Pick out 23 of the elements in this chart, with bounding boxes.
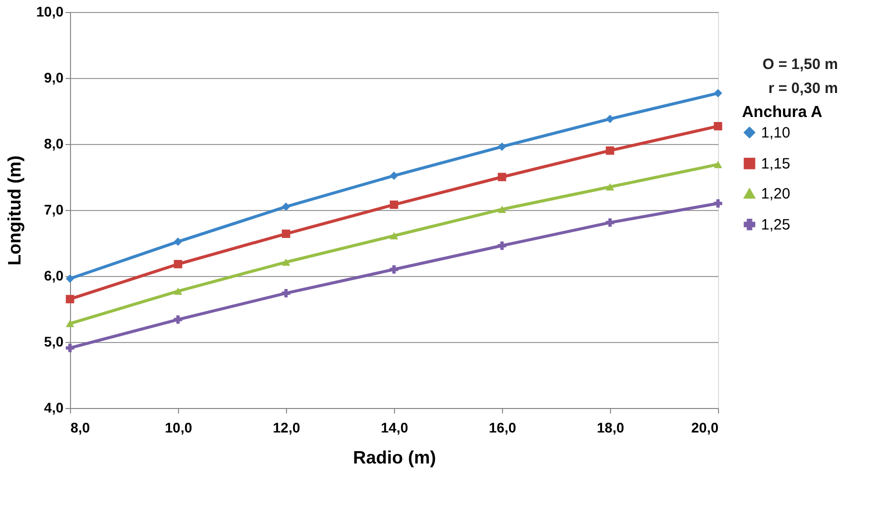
x-tick-label: 10,0: [164, 420, 192, 436]
legend-label: 1,15: [761, 156, 790, 172]
y-tick-label: 10,0: [36, 4, 64, 20]
x-tick-label: 16,0: [488, 420, 516, 436]
x-tick-label: 12,0: [272, 420, 300, 436]
x-tick-label: 8,0: [70, 420, 90, 436]
x-axis-title: Radio (m): [353, 448, 436, 468]
y-tick-label: 5,0: [44, 334, 64, 350]
text: r = 0,30 m: [768, 80, 838, 97]
legend-label: 1,25: [761, 216, 790, 234]
y-axis-title: Longitud (m): [4, 156, 24, 266]
x-tick-label: 18,0: [596, 420, 624, 436]
text: O = 1,50 m: [762, 56, 838, 73]
y-tick-label: 6,0: [44, 268, 64, 284]
legend-title: Anchura A: [742, 104, 823, 121]
y-tick-label: 9,0: [44, 70, 64, 86]
x-tick-label: 14,0: [380, 420, 408, 436]
y-tick-label: 4,0: [44, 400, 64, 416]
x-tick-label: 20,0: [691, 420, 719, 436]
y-tick-label: 8,0: [44, 136, 64, 152]
legend-label: 1,20: [761, 186, 790, 202]
y-tick-label: 7,0: [44, 202, 64, 218]
legend-label: 1,10: [761, 124, 790, 142]
